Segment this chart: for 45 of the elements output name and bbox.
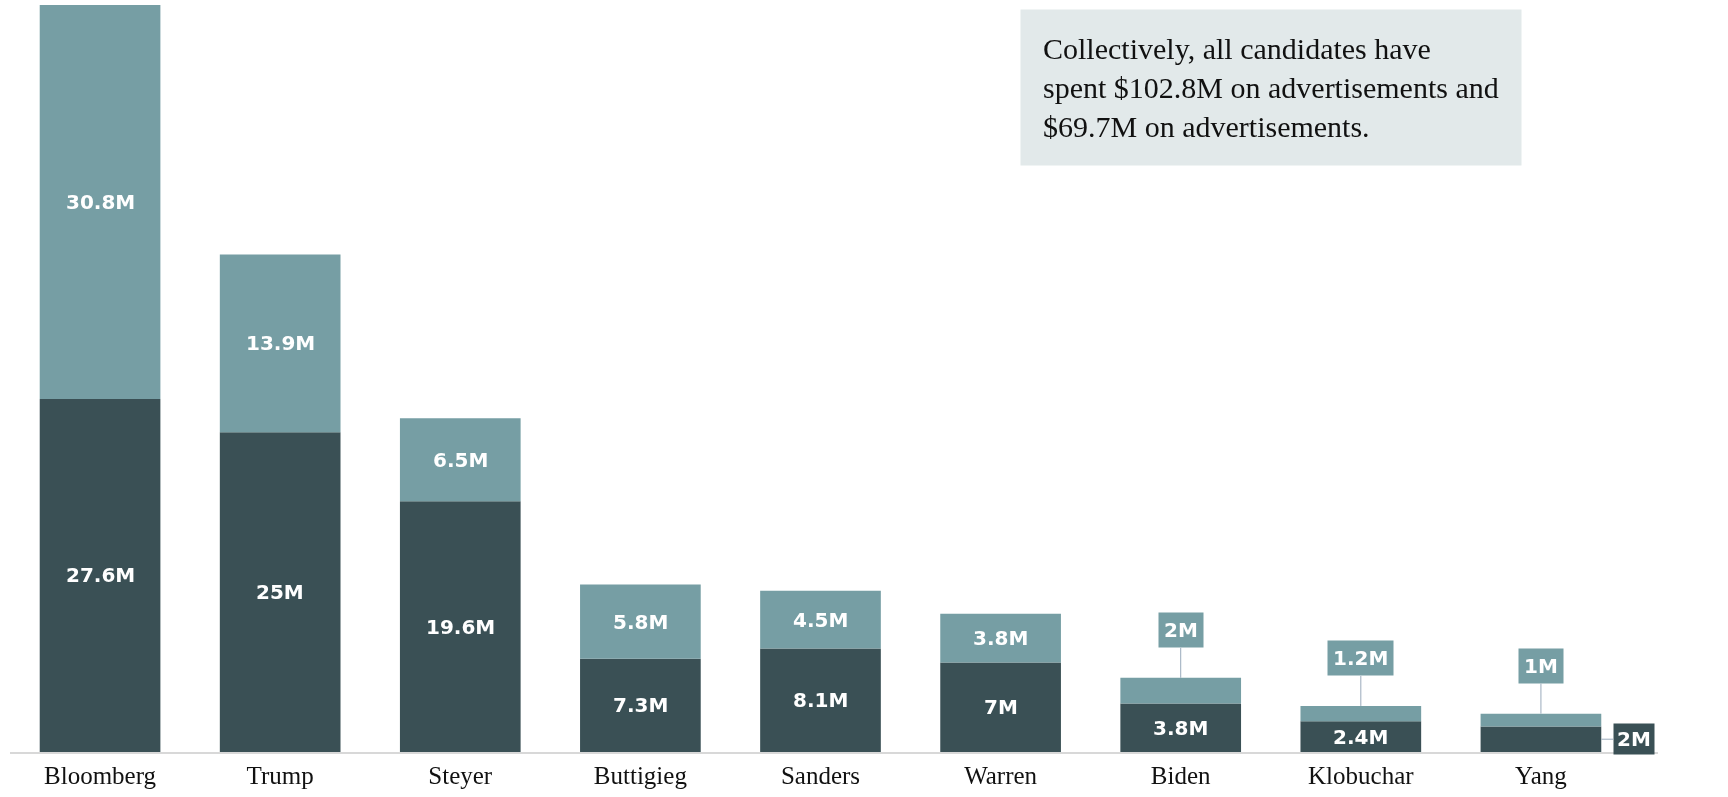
bar bbox=[1480, 726, 1602, 752]
bar bbox=[580, 658, 701, 752]
data-label: 2M bbox=[1164, 618, 1198, 642]
bar bbox=[940, 613, 1061, 663]
data-label: 2M bbox=[1617, 727, 1651, 751]
bar bbox=[399, 501, 521, 752]
bar bbox=[39, 398, 161, 752]
data-label: 4.5M bbox=[793, 608, 849, 632]
bar bbox=[39, 5, 161, 399]
data-label: 6.5M bbox=[433, 448, 489, 472]
x-tick-label: Yang bbox=[1515, 762, 1568, 789]
data-label: 5.8M bbox=[613, 610, 669, 634]
data-label: 30.8M bbox=[66, 190, 136, 214]
x-tick-label: Bloomberg bbox=[44, 762, 157, 789]
x-tick-label: Steyer bbox=[428, 762, 493, 789]
data-label: 25M bbox=[256, 580, 304, 604]
bar bbox=[399, 418, 521, 502]
data-label: 3.8M bbox=[1153, 716, 1209, 740]
data-label: 8.1M bbox=[793, 688, 849, 712]
x-tick-label: Trump bbox=[246, 762, 314, 789]
bar bbox=[760, 648, 881, 752]
x-tick-label: Sanders bbox=[780, 762, 861, 789]
bar bbox=[219, 432, 341, 752]
data-label: 27.6M bbox=[66, 563, 136, 587]
x-tick-label: Buttigieg bbox=[593, 762, 688, 789]
bar bbox=[580, 584, 701, 659]
data-label: 1M bbox=[1524, 654, 1558, 678]
bar bbox=[1300, 705, 1422, 722]
bar bbox=[219, 254, 341, 433]
data-label: 2.4M bbox=[1333, 725, 1389, 749]
data-label: 7.3M bbox=[613, 693, 669, 717]
x-tick-label: Klobuchar bbox=[1308, 762, 1415, 789]
x-tick-label: Biden bbox=[1150, 762, 1212, 789]
bar bbox=[1480, 713, 1602, 727]
bar bbox=[760, 590, 881, 649]
data-label: 1.2M bbox=[1333, 646, 1389, 670]
bar bbox=[1120, 677, 1242, 704]
data-label: 7M bbox=[984, 695, 1018, 719]
annotation: Collectively, all candidates have spent $102.8M on advertisements and $69.7M on advertisements. bbox=[1043, 32, 1499, 143]
data-label: 13.9M bbox=[246, 331, 316, 355]
bar bbox=[940, 662, 1061, 752]
data-label: 3.8M bbox=[973, 626, 1029, 650]
data-label: 19.6M bbox=[426, 615, 496, 639]
x-tick-label: Warren bbox=[964, 762, 1038, 789]
bar bbox=[1120, 703, 1242, 752]
